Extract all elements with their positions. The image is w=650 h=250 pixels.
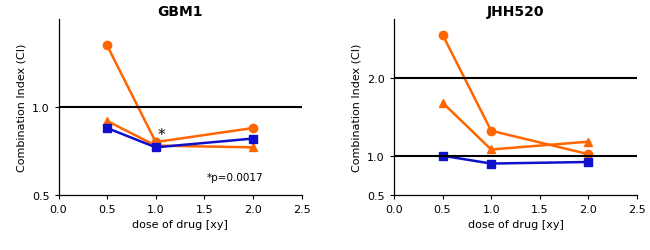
X-axis label: dose of drug [xy]: dose of drug [xy] (132, 220, 228, 230)
Title: JHH520: JHH520 (487, 5, 544, 19)
X-axis label: dose of drug [xy]: dose of drug [xy] (467, 220, 564, 230)
Y-axis label: Combination Index (CI): Combination Index (CI) (16, 44, 26, 172)
Y-axis label: Combination Index (CI): Combination Index (CI) (352, 44, 361, 172)
Text: *: * (158, 127, 165, 142)
Text: *p=0.0017: *p=0.0017 (206, 172, 263, 182)
Title: GBM1: GBM1 (157, 5, 203, 19)
